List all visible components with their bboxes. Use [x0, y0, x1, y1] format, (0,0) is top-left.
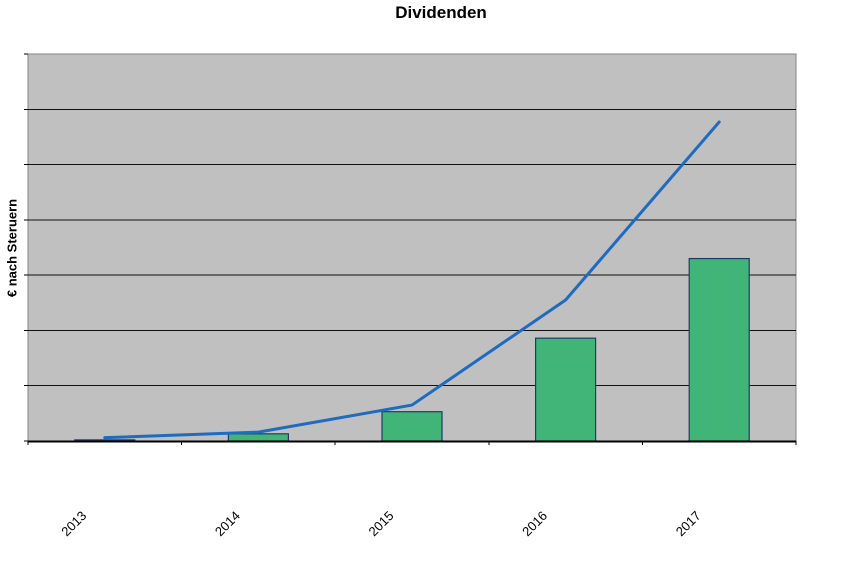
bar [688, 257, 750, 442]
line-series [103, 120, 721, 440]
bar [534, 337, 597, 442]
x-axis-label: 2013 [58, 508, 89, 539]
chart-title: Dividenden [395, 3, 487, 22]
bar [227, 433, 289, 442]
x-axis-label: 2017 [673, 508, 704, 539]
x-axis-label: 2016 [519, 508, 550, 539]
bar [381, 411, 443, 442]
x-axis-label: 2014 [212, 508, 243, 539]
plot-background [27, 53, 797, 442]
x-axis-label: 2015 [366, 508, 397, 539]
